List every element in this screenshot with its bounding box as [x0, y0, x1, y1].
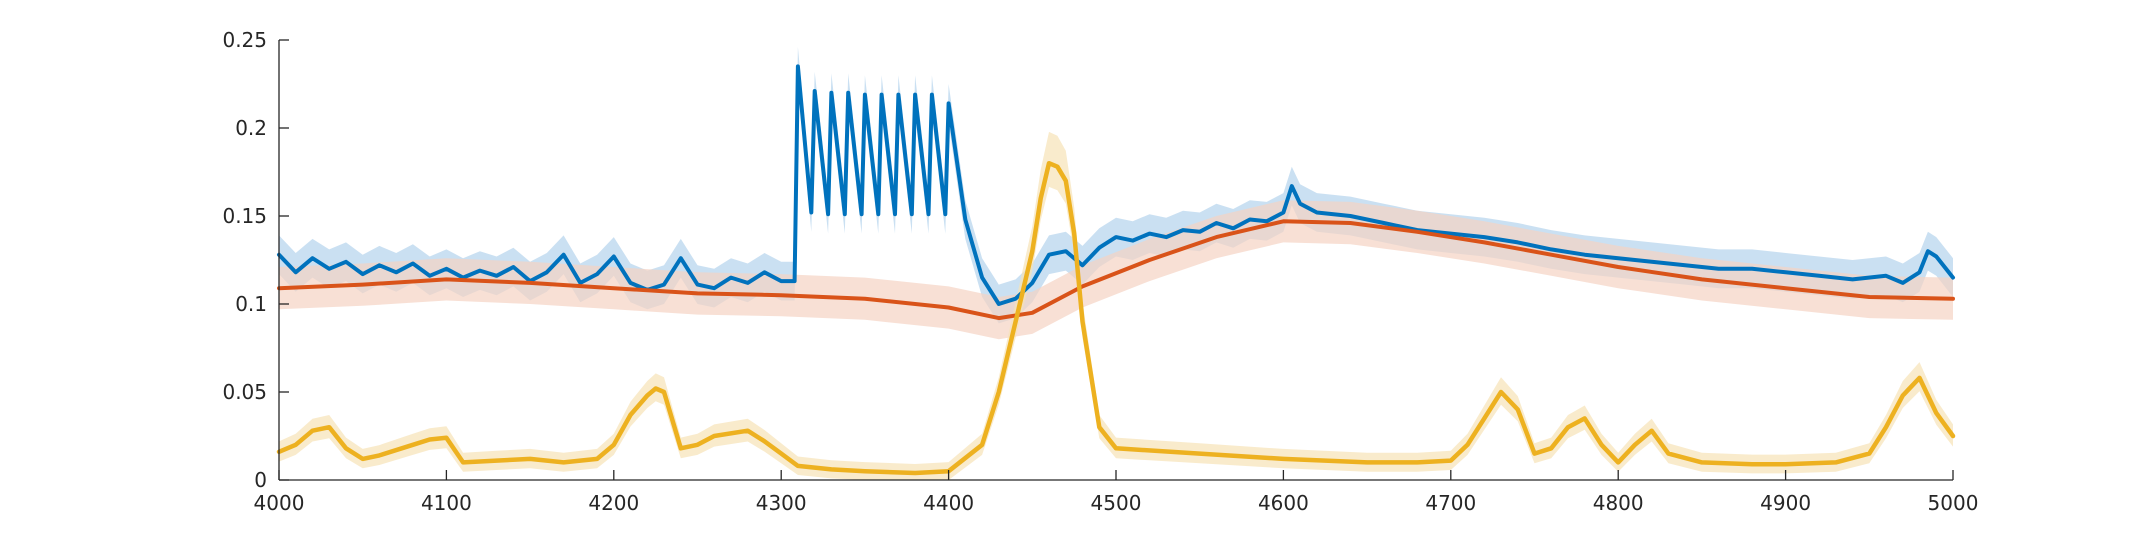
- x-tick-label: 4000: [254, 491, 305, 515]
- y-tick-label: 0.05: [222, 380, 267, 404]
- x-tick-label: 4700: [1425, 491, 1476, 515]
- x-tick-label: 4900: [1760, 491, 1811, 515]
- x-tick-label: 4600: [1258, 491, 1309, 515]
- y-tick-label: 0.15: [222, 204, 267, 228]
- x-tick-label: 4300: [756, 491, 807, 515]
- x-axis-ticks: 4000 4100 4200 4300 4400 4500 4600 4700 4800 4900…: [254, 470, 1979, 515]
- x-tick-label: 4400: [923, 491, 974, 515]
- y-tick-label: 0.2: [235, 116, 267, 140]
- series-3-band: [279, 131, 1953, 480]
- x-tick-label: 4500: [1091, 491, 1142, 515]
- x-tick-label: 4800: [1593, 491, 1644, 515]
- x-tick-label: 4100: [421, 491, 472, 515]
- y-tick-label: 0.1: [235, 292, 267, 316]
- y-tick-label: 0: [254, 468, 267, 492]
- series-1-line: [277, 64, 1955, 306]
- x-tick-label: 4200: [588, 491, 639, 515]
- y-tick-label: 0.25: [222, 28, 267, 52]
- series-3-line: [276, 160, 1956, 476]
- series-lines: [276, 64, 1956, 476]
- y-axis-ticks: 0 0.05 0.1 0.15 0.2 0.25: [222, 28, 289, 492]
- confidence-bands: [279, 47, 1953, 480]
- series-2-band: [279, 200, 1953, 340]
- x-tick-label: 5000: [1928, 491, 1979, 515]
- series-2-line: [277, 219, 1955, 321]
